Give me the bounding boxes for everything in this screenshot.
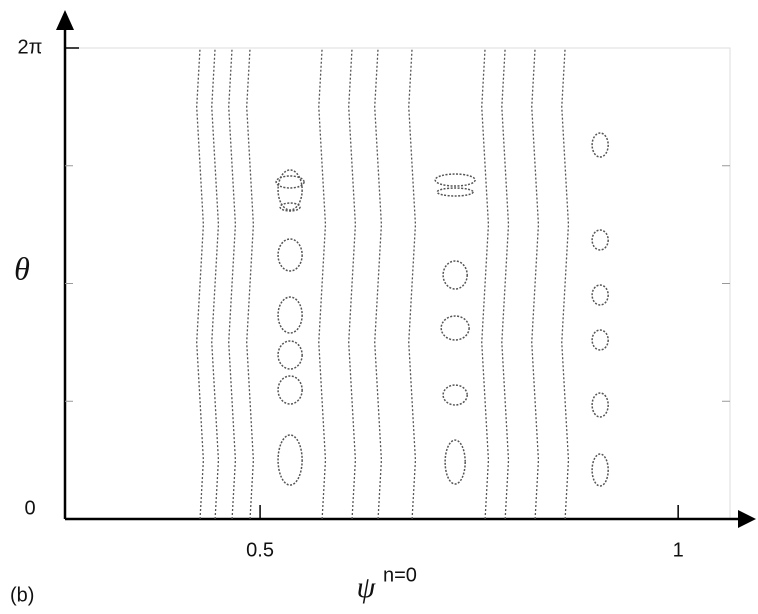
island xyxy=(442,260,468,290)
orbit-curve xyxy=(228,47,237,520)
orbit-curve xyxy=(561,47,570,520)
island xyxy=(440,315,470,341)
y-axis-label: θ xyxy=(14,250,30,286)
orbit-curve xyxy=(374,47,383,520)
island xyxy=(591,329,609,351)
island xyxy=(591,453,609,487)
orbit-curve xyxy=(318,47,327,520)
island xyxy=(436,187,474,197)
orbit-curve xyxy=(211,47,220,520)
island xyxy=(277,296,303,334)
island xyxy=(591,284,609,306)
y-tick-label: 2π xyxy=(18,36,43,58)
x-arrow xyxy=(738,510,756,528)
island xyxy=(591,229,609,251)
x-axis-label-superscript: n=0 xyxy=(383,564,417,586)
x-axis-label: ψ xyxy=(357,571,377,604)
island xyxy=(444,439,466,485)
island xyxy=(277,375,303,405)
orbit-curve xyxy=(246,47,255,520)
island xyxy=(277,434,303,486)
island xyxy=(277,340,303,370)
island xyxy=(591,132,609,158)
orbit-curve xyxy=(501,47,510,520)
y-arrow xyxy=(56,10,74,30)
plot-frame xyxy=(64,47,731,520)
orbit-curve xyxy=(481,47,490,520)
panel-label: (b) xyxy=(10,584,34,606)
x-tick-label: 1 xyxy=(673,539,684,561)
island xyxy=(279,202,301,212)
island xyxy=(277,238,303,272)
orbit-curve xyxy=(348,47,357,520)
x-tick-label: 0.5 xyxy=(246,539,274,561)
island xyxy=(591,392,609,418)
island xyxy=(442,384,468,406)
y-tick-label: 0 xyxy=(24,497,35,519)
island xyxy=(277,169,303,211)
island xyxy=(434,173,476,187)
island xyxy=(275,175,305,189)
orbit-curve xyxy=(531,47,540,520)
orbit-curve xyxy=(408,47,417,520)
orbit-curve xyxy=(196,47,205,520)
